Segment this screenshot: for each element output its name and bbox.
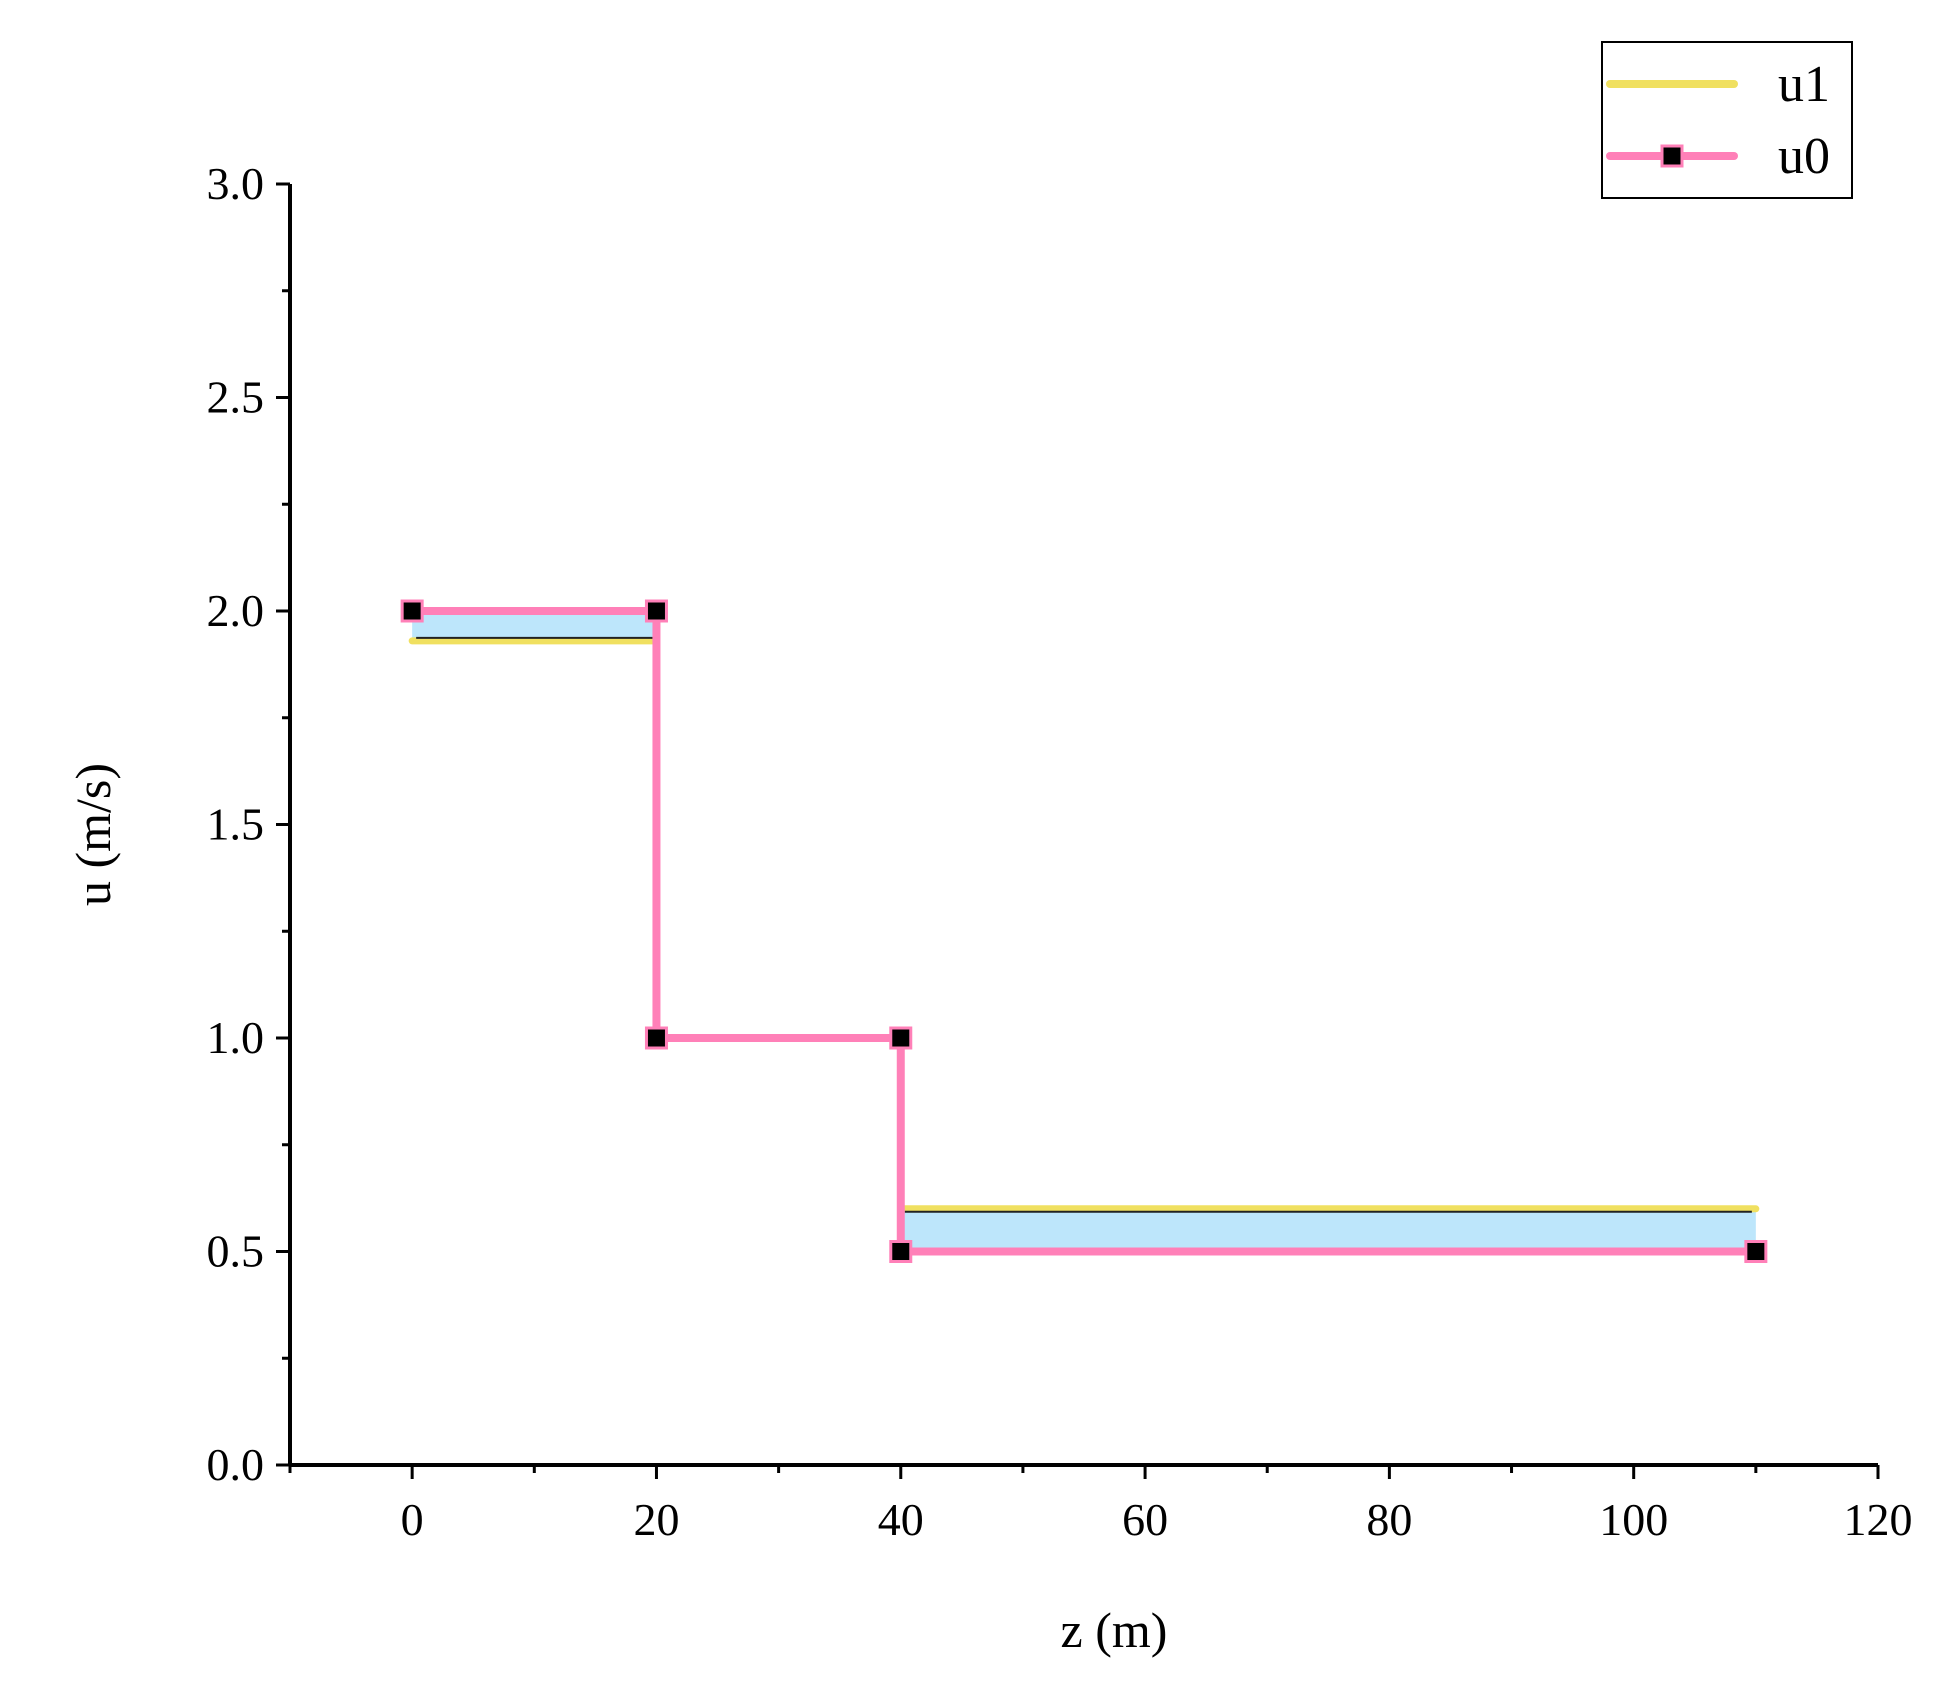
x-tick-label-6: 120 bbox=[1844, 1494, 1913, 1545]
x-tick-label-1: 20 bbox=[633, 1494, 679, 1545]
series-point-u0-0 bbox=[400, 599, 424, 623]
y-tick-label-3: 1.5 bbox=[207, 799, 265, 850]
series-line-u1 bbox=[408, 637, 1760, 1213]
y-tick-label-5: 2.5 bbox=[207, 372, 265, 423]
fill-between-area bbox=[412, 611, 1756, 1252]
x-tick-label-2: 40 bbox=[878, 1494, 924, 1545]
y-tick-label-0: 0.0 bbox=[207, 1439, 265, 1490]
fill-between-polygon bbox=[412, 611, 1756, 1252]
series-point-u0-4 bbox=[889, 1240, 913, 1263]
y-tick-label-6: 3.0 bbox=[207, 158, 265, 209]
legend-label-u0: u0 bbox=[1778, 128, 1830, 185]
x-tick-label-4: 80 bbox=[1366, 1494, 1412, 1545]
x-axis-label: z (m) bbox=[1061, 1602, 1168, 1658]
series-point-u0-1 bbox=[644, 599, 668, 623]
series-layer bbox=[400, 599, 1768, 1263]
y-tick-label-1: 0.5 bbox=[207, 1226, 265, 1277]
series-point-u0-3 bbox=[889, 1026, 913, 1050]
axes: 0 20 40 60 80 100 120 0.0 0.5 1.0 1.5 2.0 2.5 3.0 z (m… bbox=[65, 158, 1913, 1658]
series-point-u0-5 bbox=[1744, 1240, 1768, 1263]
x-tick-label-3: 60 bbox=[1122, 1494, 1168, 1545]
y-tick-label-2: 1.0 bbox=[207, 1012, 265, 1063]
x-tick-label-0: 0 bbox=[401, 1494, 424, 1545]
legend-box bbox=[1601, 41, 1853, 199]
y-axis-label: u (m/s) bbox=[65, 763, 121, 906]
series-line-u0 bbox=[408, 607, 1760, 1256]
legend-label-u1: u1 bbox=[1778, 56, 1830, 113]
series-point-u0-2 bbox=[644, 1026, 668, 1050]
x-tick-label-5: 100 bbox=[1599, 1494, 1668, 1545]
y-tick-label-4: 2.0 bbox=[207, 585, 265, 636]
legend-marker-u0 bbox=[1660, 144, 1684, 168]
